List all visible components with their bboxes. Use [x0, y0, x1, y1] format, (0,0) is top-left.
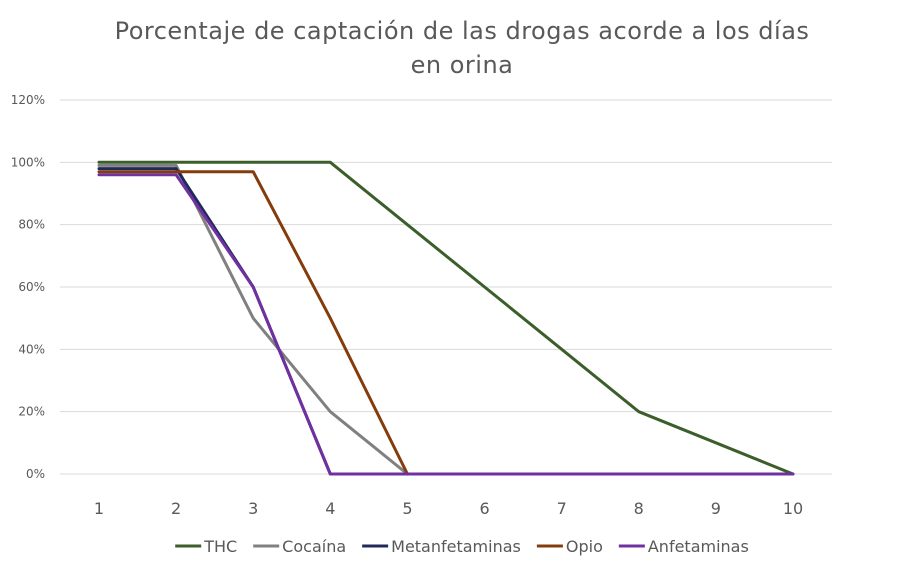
y-tick-label: 120% — [11, 93, 45, 107]
x-tick-label: 8 — [634, 499, 644, 518]
x-tick-label: 5 — [402, 499, 412, 518]
x-tick-label: 9 — [711, 499, 721, 518]
series-line — [97, 163, 409, 476]
legend: THC Cocaína Metanfetaminas Opio Anfetaminas — [175, 537, 749, 556]
series-line — [97, 170, 409, 476]
y-tick-label: 20% — [18, 405, 45, 419]
x-tick-label: 1 — [94, 499, 104, 518]
y-tick-label: 100% — [11, 155, 45, 169]
x-tick-label: 7 — [557, 499, 567, 518]
y-tick-label: 60% — [18, 280, 45, 294]
legend-label: Opio — [566, 537, 603, 556]
y-tick-label: 40% — [18, 342, 45, 356]
x-tick-label: 10 — [783, 499, 803, 518]
legend-label: Cocaína — [282, 537, 346, 556]
series-line — [97, 160, 795, 476]
legend-label: Anfetaminas — [648, 537, 749, 556]
y-tick-label: 0% — [26, 467, 45, 481]
x-tick-label: 4 — [325, 499, 335, 518]
x-tick-label: 2 — [171, 499, 181, 518]
legend-label: THC — [203, 537, 237, 556]
legend-label: Metanfetaminas — [391, 537, 521, 556]
chart-title-line-1: Porcentaje de captación de las drogas ac… — [114, 17, 810, 45]
series-line — [97, 173, 795, 476]
x-tick-label: 3 — [248, 499, 258, 518]
x-tick-label: 6 — [479, 499, 489, 518]
y-tick-label: 80% — [18, 218, 45, 232]
chart-title: Porcentaje de captación de las drogas ac… — [0, 14, 924, 82]
chart-title-line-2: en orina — [410, 51, 514, 79]
series-line — [97, 167, 332, 476]
